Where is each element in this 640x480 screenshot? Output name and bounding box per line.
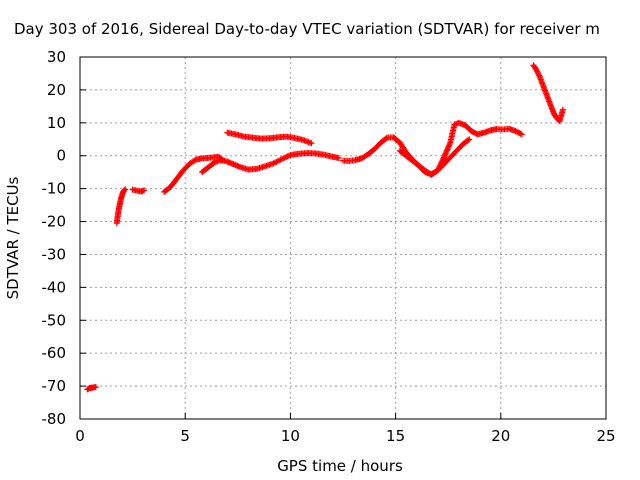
y-tick-label: -60 — [42, 344, 67, 362]
data-point — [465, 137, 472, 144]
grid — [79, 56, 607, 420]
x-axis-label: GPS time / hours — [277, 457, 403, 475]
data-point — [437, 160, 444, 167]
y-tick-label: 20 — [47, 81, 66, 99]
data-point — [438, 159, 445, 166]
data-point — [559, 106, 566, 113]
data-point — [383, 135, 390, 142]
data-points — [84, 62, 566, 393]
data-point — [518, 131, 525, 138]
y-tick-label: -30 — [42, 245, 67, 263]
y-tick-label: -40 — [42, 278, 67, 296]
data-point — [535, 71, 542, 78]
data-point — [122, 186, 129, 193]
x-tick-label: 15 — [386, 427, 405, 445]
data-point — [533, 67, 540, 74]
data-point — [436, 163, 443, 170]
x-tick-label: 0 — [75, 427, 85, 445]
y-tick-label: -80 — [42, 410, 67, 428]
data-point — [335, 155, 342, 162]
data-point — [439, 158, 446, 165]
x-tick-labels: 0 5 10 15 20 25 — [75, 427, 615, 445]
plot-border — [79, 56, 607, 420]
data-point — [434, 167, 441, 174]
plot-frame — [79, 56, 607, 420]
y-tick-label: -50 — [42, 311, 67, 329]
data-point — [440, 155, 447, 162]
data-point — [435, 164, 442, 171]
data-point — [92, 384, 99, 391]
x-tick-label: 25 — [596, 427, 615, 445]
data-point — [439, 157, 446, 164]
data-point — [534, 69, 541, 76]
data-point — [141, 187, 148, 194]
y-tick-label: 30 — [47, 48, 66, 66]
data-point — [466, 136, 473, 143]
data-point — [534, 68, 541, 75]
x-tick-label: 20 — [491, 427, 510, 445]
y-tick-label: -10 — [42, 180, 67, 198]
data-point — [437, 162, 444, 169]
y-tick-labels: 30 20 10 0 -10 -20 -30 -40 -50 -60 -70 -80 — [42, 48, 67, 428]
y-tick-label: -70 — [42, 377, 67, 395]
y-tick-label: 10 — [47, 114, 66, 132]
y-axis-label: SDTVAR / TECUs — [4, 176, 22, 299]
y-tick-label: 0 — [56, 147, 66, 165]
data-point — [308, 140, 315, 147]
y-tick-label: -20 — [42, 213, 67, 231]
data-point — [435, 166, 442, 173]
x-tick-label: 5 — [180, 427, 190, 445]
x-tick-label: 10 — [281, 427, 300, 445]
data-point — [517, 130, 524, 137]
chart-title: Day 303 of 2016, Sidereal Day-to-day VTE… — [14, 20, 600, 38]
data-point — [121, 187, 128, 194]
data-point — [536, 72, 543, 79]
